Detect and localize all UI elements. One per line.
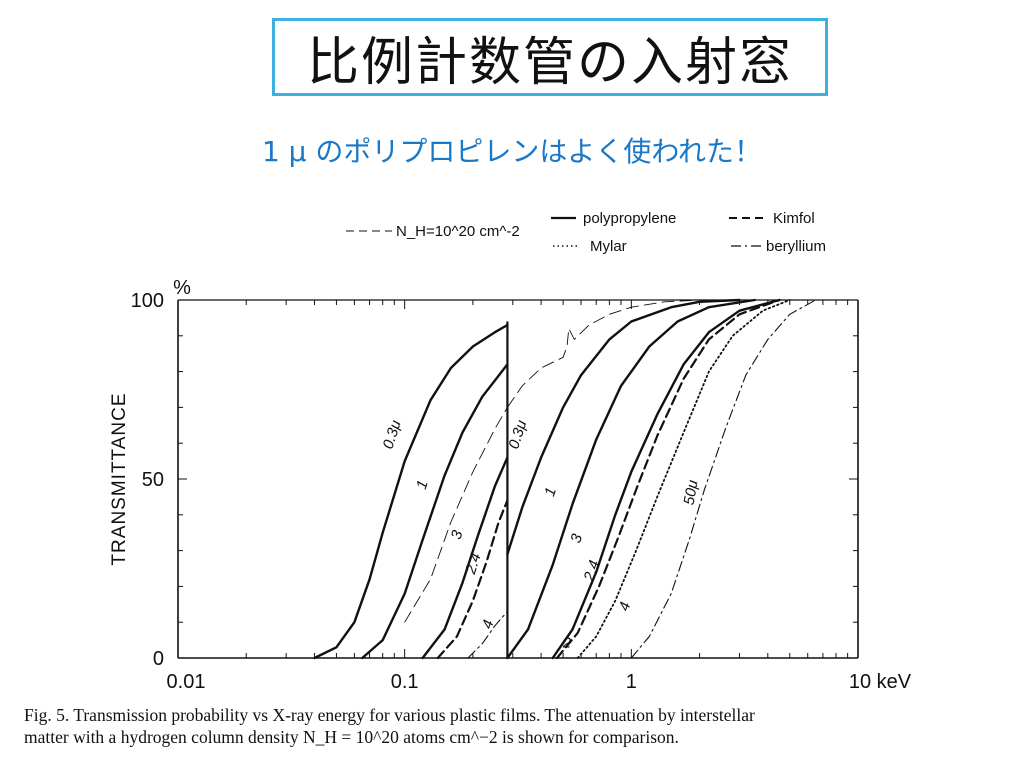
- x-tick-label: 1: [626, 671, 637, 693]
- y-tick-label: 100: [131, 290, 164, 312]
- series-line-3: [436, 499, 509, 660]
- series-line-1: [361, 363, 509, 660]
- curve-label-4: 4: [479, 618, 498, 631]
- series-line-5: [404, 406, 508, 623]
- curve-label-6: 1: [541, 485, 560, 498]
- series-line-8: [551, 298, 781, 660]
- slide-title: 比例計数管の入射窓: [306, 32, 793, 93]
- curve-label-10: 2: [562, 634, 572, 651]
- y-axis-title: TRANSMITTANCE: [109, 392, 130, 565]
- figure-caption: Fig. 5. Transmission probability vs X-ra…: [24, 704, 1014, 748]
- series-line-7: [506, 298, 756, 660]
- curve-label-8: 2.4: [580, 558, 603, 584]
- x-tick-label: 0.1: [391, 671, 419, 693]
- series-line-6: [506, 298, 741, 556]
- transmittance-chart: 0.01 0.1 1 10 keV 0 50 100% TRANSMITTANCE 0.3μ 1 3…: [109, 210, 912, 693]
- legend-nh-label: N_H=10^20 cm^-2: [396, 223, 520, 240]
- x-tick-label: 0.01: [167, 671, 206, 693]
- series-line-10: [576, 299, 791, 659]
- series-line-2: [421, 456, 509, 660]
- curve-label-1: 1: [413, 478, 432, 491]
- curve-label-2: 3: [448, 528, 467, 542]
- curve-label-0: 0.3μ: [380, 418, 405, 451]
- y-tick-label: 0: [153, 648, 164, 670]
- caption-line-1: Fig. 5. Transmission probability vs X-ra…: [24, 705, 755, 725]
- series-line-12: [506, 299, 701, 408]
- curve-label-5: 0.3μ: [505, 418, 530, 451]
- series-line-0: [313, 323, 509, 660]
- series-line-11: [630, 299, 817, 659]
- slide-subtitle: 1 μ のポリプロピレンはよく使われた！: [261, 135, 763, 168]
- legend-polypropylene-label: polypropylene: [583, 210, 676, 227]
- caption-line-2: matter with a hydrogen column density N_…: [24, 727, 679, 747]
- y-unit-label: %: [173, 277, 191, 299]
- x-tick-label: 10 keV: [849, 671, 912, 693]
- curve-label-9: 4: [616, 600, 635, 613]
- title-box: 比例計数管の入射窓: [272, 18, 828, 96]
- curve-label-11: 50μ: [681, 479, 702, 506]
- legend-kimfol-label: Kimfol: [773, 210, 815, 227]
- curve-label-3: 2.4: [462, 551, 485, 577]
- series-line-9: [555, 298, 781, 660]
- legend-beryllium-label: beryllium: [766, 238, 826, 255]
- y-tick-label: 50: [142, 469, 164, 491]
- legend-mylar-label: Mylar: [590, 238, 627, 255]
- series-line-4: [467, 610, 508, 659]
- curve-label-7: 3: [567, 531, 586, 545]
